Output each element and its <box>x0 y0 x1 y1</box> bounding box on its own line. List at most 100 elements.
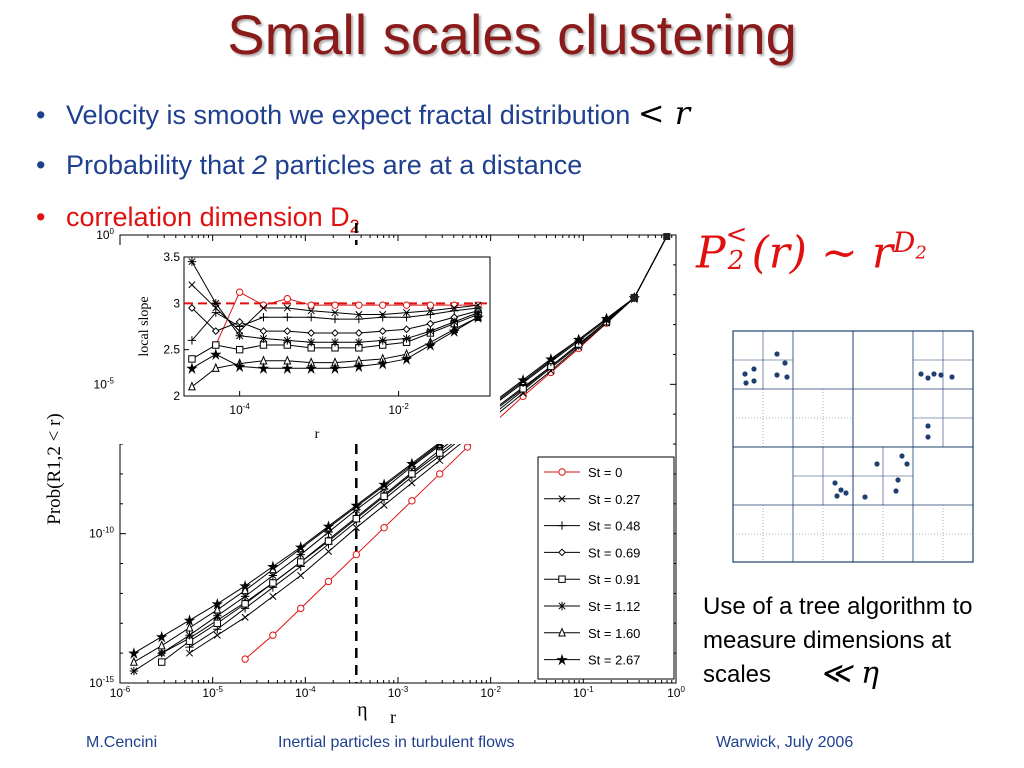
inset-data-point <box>259 327 268 336</box>
legend-marker <box>558 575 566 583</box>
inset-data-point <box>235 288 244 296</box>
inset-y-tick-label: 3.5 <box>163 250 180 264</box>
inset-y-tick-label: 2 <box>173 389 180 403</box>
data-point <box>324 548 333 556</box>
data-point <box>155 630 168 643</box>
inset-data-point <box>426 319 435 328</box>
footer-venue: Warwick, July 2006 <box>716 734 854 751</box>
marker-shape <box>128 647 140 659</box>
marker-shape <box>283 295 292 303</box>
marker-shape <box>187 336 197 345</box>
marker-shape <box>378 327 387 336</box>
inset-data-point <box>257 362 270 374</box>
marker-shape <box>436 449 444 457</box>
marker-shape <box>213 631 221 639</box>
inset-data-point <box>378 336 387 345</box>
data-point <box>213 631 221 639</box>
data-point <box>158 658 166 666</box>
marker-shape <box>558 575 566 583</box>
marker-shape <box>240 592 250 601</box>
marker-shape <box>324 577 333 586</box>
marker-shape <box>448 325 460 337</box>
data-point <box>572 333 585 346</box>
marker-shape <box>402 309 411 317</box>
bullet-text-pre: Probability that <box>66 150 253 180</box>
bullet-dot: • <box>36 150 46 180</box>
marker-shape <box>283 336 292 345</box>
data-point <box>297 604 305 613</box>
inset-data-point <box>450 317 459 327</box>
marker-shape <box>402 334 411 343</box>
data-point <box>324 537 333 545</box>
legend-label: St = 1.60 <box>588 626 640 641</box>
inset-data-point <box>235 345 244 354</box>
marker-shape <box>297 558 305 566</box>
footer-talk-title: Inertial particles in turbulent flows <box>278 734 515 751</box>
marker-shape <box>324 548 333 556</box>
marker-shape <box>352 515 361 523</box>
marker-shape <box>211 308 220 317</box>
inset-series-line-0 <box>215 291 479 346</box>
marker-shape <box>233 360 246 373</box>
inset-data-point <box>210 348 222 361</box>
marker-shape <box>408 479 416 487</box>
data-point <box>241 600 249 608</box>
scales-math: ≪ η <box>820 656 879 691</box>
marker-shape <box>129 666 139 676</box>
inset-data-point <box>211 327 220 336</box>
inset-data-point <box>426 301 435 309</box>
marker-shape <box>426 301 435 309</box>
data-point <box>183 614 196 627</box>
marker-shape <box>294 541 307 553</box>
tree-algorithm-caption: Use of a tree algorithm to measure dimen… <box>703 593 973 688</box>
legend-label: St = 2.67 <box>588 653 640 668</box>
formula-sup: < <box>725 220 748 251</box>
data-point <box>352 550 360 559</box>
inset-data-point <box>259 304 268 312</box>
inset-data-point <box>402 309 411 317</box>
inset-data-point <box>211 299 220 308</box>
marker-shape <box>259 304 268 312</box>
bullet-probability: • Probability that 2 particles are at a d… <box>36 150 582 181</box>
marker-shape <box>188 304 196 312</box>
data-point <box>297 571 305 580</box>
data-point <box>408 470 416 478</box>
legend-label: St = 0.27 <box>588 492 640 507</box>
marker-shape <box>129 656 138 666</box>
marker-shape <box>354 329 363 337</box>
marker-shape <box>408 470 416 478</box>
marker-shape <box>558 548 566 557</box>
x-tick-label: 10-3 <box>388 685 409 700</box>
legend-label: St = 0.69 <box>588 545 640 560</box>
legend-marker <box>558 468 566 476</box>
marker-shape <box>331 301 339 309</box>
marker-shape <box>329 362 341 374</box>
marker-shape <box>355 301 363 309</box>
converged-point <box>663 232 671 240</box>
data-point <box>600 312 613 325</box>
legend-label: St = 0.91 <box>588 572 640 587</box>
inset-y-label: local slope <box>137 296 152 356</box>
marker-shape <box>558 627 566 637</box>
converged-point <box>630 294 638 302</box>
inset-data-point <box>307 307 315 315</box>
main-chart-svg: 10-6 10-5 10-4 10-3 10-2 10-1 10010-1510-1010-… <box>44 223 685 727</box>
x-tick-label: 10-4 <box>295 685 316 700</box>
data-point <box>213 604 222 614</box>
marker-shape <box>235 288 244 296</box>
marker-shape <box>297 604 305 613</box>
marker-shape <box>211 362 220 372</box>
marker-shape <box>331 309 339 317</box>
legend-marker <box>557 601 567 611</box>
inset-data-point <box>235 331 244 340</box>
marker-shape <box>297 571 305 580</box>
marker-shape <box>269 579 277 587</box>
marker-shape <box>558 495 566 503</box>
data-point <box>463 443 472 451</box>
marker-shape <box>463 443 472 451</box>
marker-shape <box>305 362 317 374</box>
inset-x-label: r <box>315 427 320 442</box>
inset-y-tick-label: 3 <box>173 296 180 310</box>
data-point <box>352 524 360 532</box>
marker-shape <box>330 314 340 324</box>
